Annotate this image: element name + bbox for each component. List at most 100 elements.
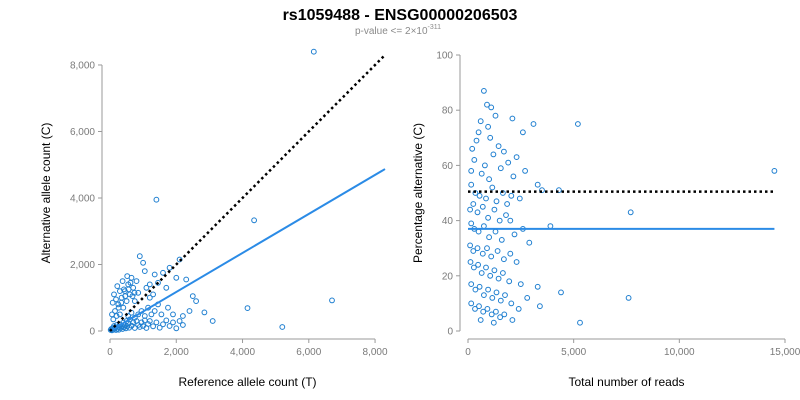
data-point	[467, 259, 474, 265]
data-point	[534, 181, 541, 188]
data-point	[501, 256, 507, 263]
data-point	[135, 311, 142, 318]
data-point	[133, 278, 140, 285]
data-point	[489, 295, 496, 301]
y-tick-label: 60	[442, 161, 454, 172]
data-point	[492, 112, 499, 119]
y-tick-label: 4,000	[70, 193, 95, 204]
data-point	[504, 201, 511, 207]
data-point	[488, 311, 495, 318]
data-point	[151, 308, 158, 314]
data-point	[166, 323, 173, 329]
data-point	[475, 261, 482, 268]
data-point	[534, 283, 541, 290]
data-point	[180, 313, 186, 319]
data-point	[170, 311, 176, 318]
data-point	[467, 206, 474, 213]
data-point	[136, 253, 143, 260]
data-point	[510, 173, 517, 180]
data-point	[479, 250, 486, 257]
data-point	[509, 115, 516, 122]
data-point	[486, 234, 493, 241]
data-point	[122, 293, 129, 300]
data-point	[146, 281, 153, 288]
chart-panel-1: 0 2,000 4,000 6,000 8,000 0 2,000 4,000 6,000 8,0…	[39, 48, 388, 389]
data-point	[329, 297, 335, 304]
data-point	[118, 299, 125, 306]
data-point	[497, 165, 504, 172]
figure-subtitle: p-value <= 2×10-311	[355, 24, 441, 37]
data-point	[163, 284, 170, 291]
data-point	[577, 319, 583, 326]
y-tick-label: 20	[442, 271, 454, 282]
data-point	[488, 104, 495, 111]
data-point	[279, 324, 286, 330]
data-point	[503, 212, 509, 219]
y-tick-label: 40	[442, 216, 454, 227]
data-point	[468, 168, 475, 174]
data-point	[471, 264, 477, 271]
data-point	[498, 237, 505, 243]
data-point	[111, 291, 117, 298]
data-point	[131, 289, 138, 296]
data-point	[485, 286, 492, 293]
data-point	[472, 306, 478, 312]
data-point	[625, 295, 632, 301]
data-point	[487, 272, 494, 279]
data-point	[495, 143, 502, 150]
data-point	[492, 228, 499, 235]
data-point	[505, 159, 512, 166]
data-point	[524, 295, 531, 301]
data-point	[116, 326, 122, 333]
data-point	[490, 151, 497, 158]
data-point	[477, 317, 484, 323]
data-point	[201, 309, 208, 316]
data-point	[476, 303, 482, 310]
data-point	[183, 276, 190, 283]
data-point	[506, 278, 513, 285]
data-point	[484, 306, 491, 312]
data-point	[508, 300, 515, 307]
data-point	[473, 137, 480, 144]
data-point	[468, 220, 475, 227]
data-point	[488, 253, 495, 260]
data-point	[155, 279, 161, 286]
data-point	[153, 319, 160, 326]
data-point	[481, 88, 487, 94]
data-point	[163, 317, 170, 324]
data-point	[140, 259, 147, 266]
data-point	[251, 217, 258, 224]
data-point	[485, 123, 492, 130]
data-point	[170, 319, 176, 326]
data-point	[115, 304, 122, 311]
data-point	[475, 129, 482, 136]
y-tick-label: 0	[89, 327, 95, 338]
data-point	[481, 223, 487, 230]
y-tick-label: 2,000	[70, 260, 95, 271]
data-point	[497, 297, 504, 304]
data-point	[491, 206, 498, 213]
data-point	[310, 48, 317, 55]
data-point	[112, 308, 118, 314]
data-point	[495, 275, 502, 282]
data-point	[117, 311, 123, 318]
x-tick-label: 8,000	[363, 347, 388, 358]
data-point	[153, 196, 160, 203]
x-tick-label: 6,000	[296, 347, 321, 358]
data-point	[547, 223, 554, 230]
data-point	[141, 313, 148, 319]
data-point	[501, 311, 508, 318]
y-axis-label: Alternative allele count (C)	[39, 123, 53, 264]
data-point	[478, 270, 485, 276]
data-point	[189, 293, 196, 300]
x-axis-label: Reference allele count (T)	[178, 375, 316, 389]
x-tick-label: 0	[107, 347, 113, 358]
data-point	[124, 273, 131, 280]
x-tick-label: 2,000	[164, 347, 189, 358]
y-axis-label: Percentage alternative (C)	[411, 123, 425, 263]
data-point	[627, 209, 634, 216]
data-point	[165, 304, 171, 311]
data-point	[485, 214, 492, 221]
data-point	[502, 292, 508, 299]
